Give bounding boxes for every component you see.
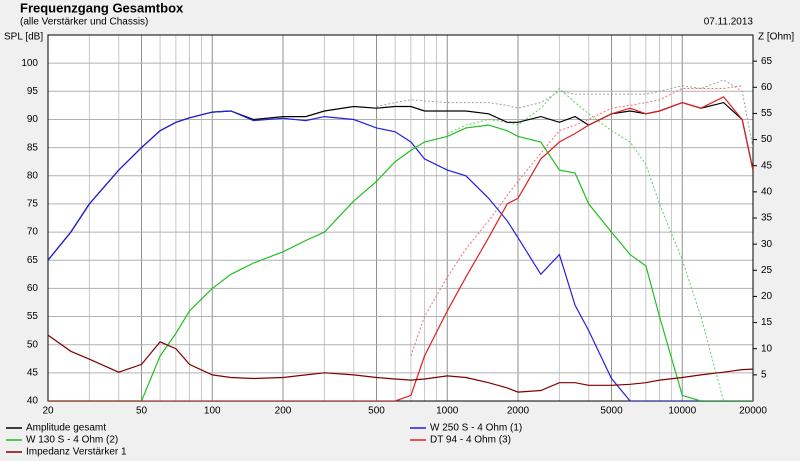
y2-tick-label: 35 — [761, 213, 773, 224]
y-tick-label: 80 — [27, 170, 39, 181]
y2-tick-label: 30 — [761, 239, 773, 250]
series-line — [48, 110, 753, 401]
dotted-line — [410, 85, 743, 357]
x-tick-label: 10000 — [668, 406, 696, 417]
chart-subtitle: (alle Verstärker und Chassis) — [20, 17, 148, 28]
plot-area — [48, 35, 753, 401]
legend-label: W 130 S - 4 Ohm (2) — [26, 435, 118, 446]
y-tick-label: 65 — [27, 255, 39, 266]
y-tick-label: 85 — [27, 142, 39, 153]
y2-tick-label: 55 — [761, 108, 773, 119]
y2-tick-label: 50 — [761, 134, 773, 145]
x-tick-label: 1000 — [436, 406, 459, 417]
chart-title: Frequenzgang Gesamtbox — [20, 0, 184, 15]
y-tick-label: 75 — [27, 199, 39, 210]
legend-label: DT 94 - 4 Ohm (3) — [430, 435, 511, 446]
y2-tick-label: 25 — [761, 265, 773, 276]
x-tick-label: 20000 — [739, 406, 767, 417]
legend-label: W 250 S - 4 Ohm (1) — [430, 423, 522, 434]
x-tick-label: 20 — [42, 406, 54, 417]
y2-tick-label: 15 — [761, 317, 773, 328]
y2-tick-label: 60 — [761, 82, 773, 93]
y-tick-label: 55 — [27, 311, 39, 322]
x-tick-label: 100 — [204, 406, 221, 417]
y-axis-label: SPL [dB] — [4, 32, 43, 43]
y2-tick-label: 65 — [761, 56, 773, 67]
legend-label: Impedanz Verstärker 1 — [26, 447, 127, 458]
y-tick-label: 70 — [27, 227, 39, 238]
y2-tick-label: 40 — [761, 186, 773, 197]
x-tick-label: 2000 — [507, 406, 530, 417]
y2-tick-label: 5 — [761, 369, 767, 380]
x-tick-label: 200 — [275, 406, 292, 417]
x-tick-label: 50 — [136, 406, 148, 417]
y-tick-label: 50 — [27, 339, 39, 350]
y-tick-label: 40 — [27, 396, 39, 407]
dotted-line — [376, 79, 753, 148]
series-line — [48, 96, 753, 401]
x-tick-label: 5000 — [600, 406, 623, 417]
y2-axis-label: Z [Ohm] — [758, 32, 794, 43]
legend-label: Amplitude gesamt — [26, 423, 106, 434]
y2-tick-label: 20 — [761, 291, 773, 302]
plot-border — [47, 34, 754, 402]
y-tick-label: 95 — [27, 86, 39, 97]
y-tick-label: 45 — [27, 367, 39, 378]
dotted-line — [447, 87, 725, 401]
y-tick-label: 60 — [27, 283, 39, 294]
date: 07.11.2013 — [704, 17, 754, 28]
series-line — [48, 124, 753, 401]
series-line — [48, 334, 753, 393]
x-tick-label: 500 — [368, 406, 385, 417]
y-tick-label: 100 — [21, 58, 38, 69]
y2-tick-label: 45 — [761, 160, 773, 171]
y2-tick-label: 10 — [761, 343, 773, 354]
y-tick-label: 90 — [27, 114, 39, 125]
